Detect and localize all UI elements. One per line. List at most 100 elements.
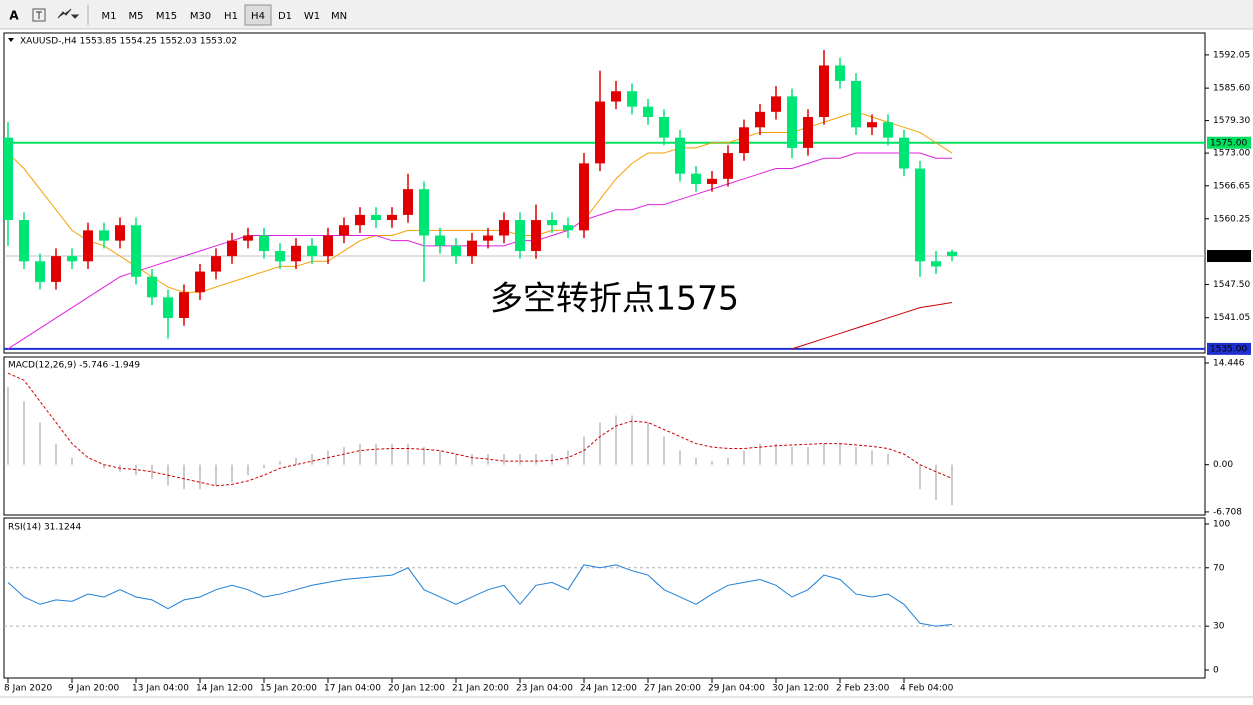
panel-frame bbox=[3, 356, 1206, 516]
annotation: 多空转折点1575 bbox=[490, 279, 739, 318]
candle-body bbox=[499, 220, 509, 236]
text-label-icon bbox=[36, 11, 42, 19]
candle-body bbox=[627, 91, 637, 107]
y-tick-label: 1560.25 bbox=[1213, 214, 1250, 224]
timeframe-label: M15 bbox=[156, 11, 177, 22]
text-tool[interactable]: A bbox=[9, 9, 19, 23]
candle-body bbox=[675, 137, 685, 174]
candle-body bbox=[691, 173, 701, 184]
candle-body bbox=[835, 65, 845, 81]
price-label-box bbox=[1207, 250, 1251, 263]
timeframe-button[interactable] bbox=[244, 4, 272, 26]
candle-body bbox=[355, 214, 365, 226]
timeframe-label: H4 bbox=[251, 11, 265, 22]
candle-body bbox=[147, 276, 157, 298]
candle-body bbox=[115, 225, 125, 241]
candle-body bbox=[195, 271, 205, 293]
moving-average bbox=[7, 152, 952, 350]
candle-body bbox=[707, 178, 717, 184]
timeframe-button[interactable] bbox=[272, 5, 298, 25]
candle-body bbox=[275, 250, 285, 262]
candle-body bbox=[531, 220, 541, 251]
candle-body bbox=[483, 235, 493, 241]
y-tick-label: 1592.05 bbox=[1213, 50, 1250, 60]
chart-header: XAUUSD-,H4 1553.85 1554.25 1552.03 1553.… bbox=[20, 37, 237, 47]
panel-frame bbox=[3, 517, 1206, 679]
plot-area bbox=[7, 372, 953, 506]
candle-body bbox=[643, 106, 653, 117]
y-tick-label: 1573.00 bbox=[1213, 149, 1250, 159]
timeframe-button[interactable] bbox=[326, 5, 352, 25]
x-tick-label: 17 Jan 04:00 bbox=[324, 684, 381, 694]
x-tick-label: 9 Jan 20:00 bbox=[68, 684, 120, 694]
candle-body bbox=[611, 91, 621, 102]
y-tick-label: 1585.60 bbox=[1213, 84, 1250, 94]
candle-body bbox=[659, 116, 669, 138]
timeframe-button[interactable] bbox=[184, 5, 217, 25]
x-tick-label: 30 Jan 12:00 bbox=[772, 684, 829, 694]
candle-body bbox=[867, 122, 877, 128]
x-tick-label: 20 Jan 12:00 bbox=[388, 684, 445, 694]
x-tick-label: 23 Jan 04:00 bbox=[516, 684, 573, 694]
candle-body bbox=[915, 168, 925, 262]
y-tick-label: 1547.50 bbox=[1213, 280, 1250, 290]
timeframe-button[interactable] bbox=[218, 5, 244, 25]
text-label-tool[interactable] bbox=[32, 8, 46, 22]
timeframe-label: D1 bbox=[278, 11, 292, 22]
candle-body bbox=[35, 261, 45, 282]
price-label-box bbox=[1207, 136, 1251, 149]
candle-body bbox=[739, 127, 749, 154]
plot-area bbox=[4, 50, 1205, 350]
candle-body bbox=[227, 240, 237, 257]
x-tick-label: 21 Jan 20:00 bbox=[452, 684, 509, 694]
candle-body bbox=[467, 240, 477, 257]
candle-body bbox=[307, 245, 317, 257]
candle-body bbox=[371, 214, 381, 221]
candle-body bbox=[179, 292, 189, 318]
candle-body bbox=[211, 256, 221, 272]
candle-body bbox=[387, 214, 397, 221]
timeframe-label: W1 bbox=[304, 11, 320, 22]
x-tick-label: 13 Jan 04:00 bbox=[132, 684, 189, 694]
y-tick-label: 1541.05 bbox=[1213, 313, 1250, 323]
candle-body bbox=[4, 137, 13, 221]
price-label: 1575.00 bbox=[1210, 138, 1247, 148]
timeframe-buttons: M1 M5 M15 M30 H1 H4 D1 W1 MN bbox=[96, 4, 352, 26]
y-tick-label: 100 bbox=[1213, 519, 1230, 529]
timeframe-button[interactable] bbox=[299, 5, 325, 25]
x-tick-label: 27 Jan 20:00 bbox=[644, 684, 701, 694]
y-tick-label: 0 bbox=[1213, 665, 1219, 675]
candle-body bbox=[819, 65, 829, 117]
candle-body bbox=[419, 189, 429, 236]
timeframe-label: M5 bbox=[129, 11, 144, 22]
price-label: 1553.02 bbox=[1210, 252, 1247, 262]
x-tick-label: 14 Jan 12:00 bbox=[196, 684, 253, 694]
candle-body bbox=[899, 137, 909, 169]
candle-body bbox=[339, 225, 349, 236]
candle-body bbox=[83, 230, 93, 262]
candle-body bbox=[403, 189, 413, 215]
y-tick-label: 14.446 bbox=[1213, 359, 1245, 369]
timeframe-label: M1 bbox=[102, 11, 117, 22]
candle-body bbox=[515, 220, 525, 251]
candle-body bbox=[803, 116, 813, 148]
timeframe-button[interactable] bbox=[96, 5, 122, 25]
x-tick-label: 4 Feb 04:00 bbox=[900, 684, 954, 694]
timeframe-button[interactable] bbox=[123, 5, 149, 25]
candle-body bbox=[67, 256, 77, 262]
y-tick-label: 0.00 bbox=[1213, 460, 1233, 470]
candle-body bbox=[579, 163, 589, 231]
toolbar: A M1 M5 M15 M30 H1 H4 D1 W1 MN bbox=[0, 0, 1253, 38]
shapes-tool[interactable] bbox=[57, 8, 80, 19]
x-tick-label: 24 Jan 12:00 bbox=[580, 684, 637, 694]
x-tick-label: 15 Jan 20:00 bbox=[260, 684, 317, 694]
price-label: 1535.00 bbox=[1210, 344, 1247, 354]
timeframe-label: MN bbox=[331, 11, 347, 22]
candle-body bbox=[99, 230, 109, 241]
candle-body bbox=[243, 235, 253, 241]
candle-body bbox=[131, 225, 141, 277]
candle-body bbox=[19, 220, 29, 262]
candle-body bbox=[323, 235, 333, 257]
timeframe-button[interactable] bbox=[150, 5, 183, 25]
